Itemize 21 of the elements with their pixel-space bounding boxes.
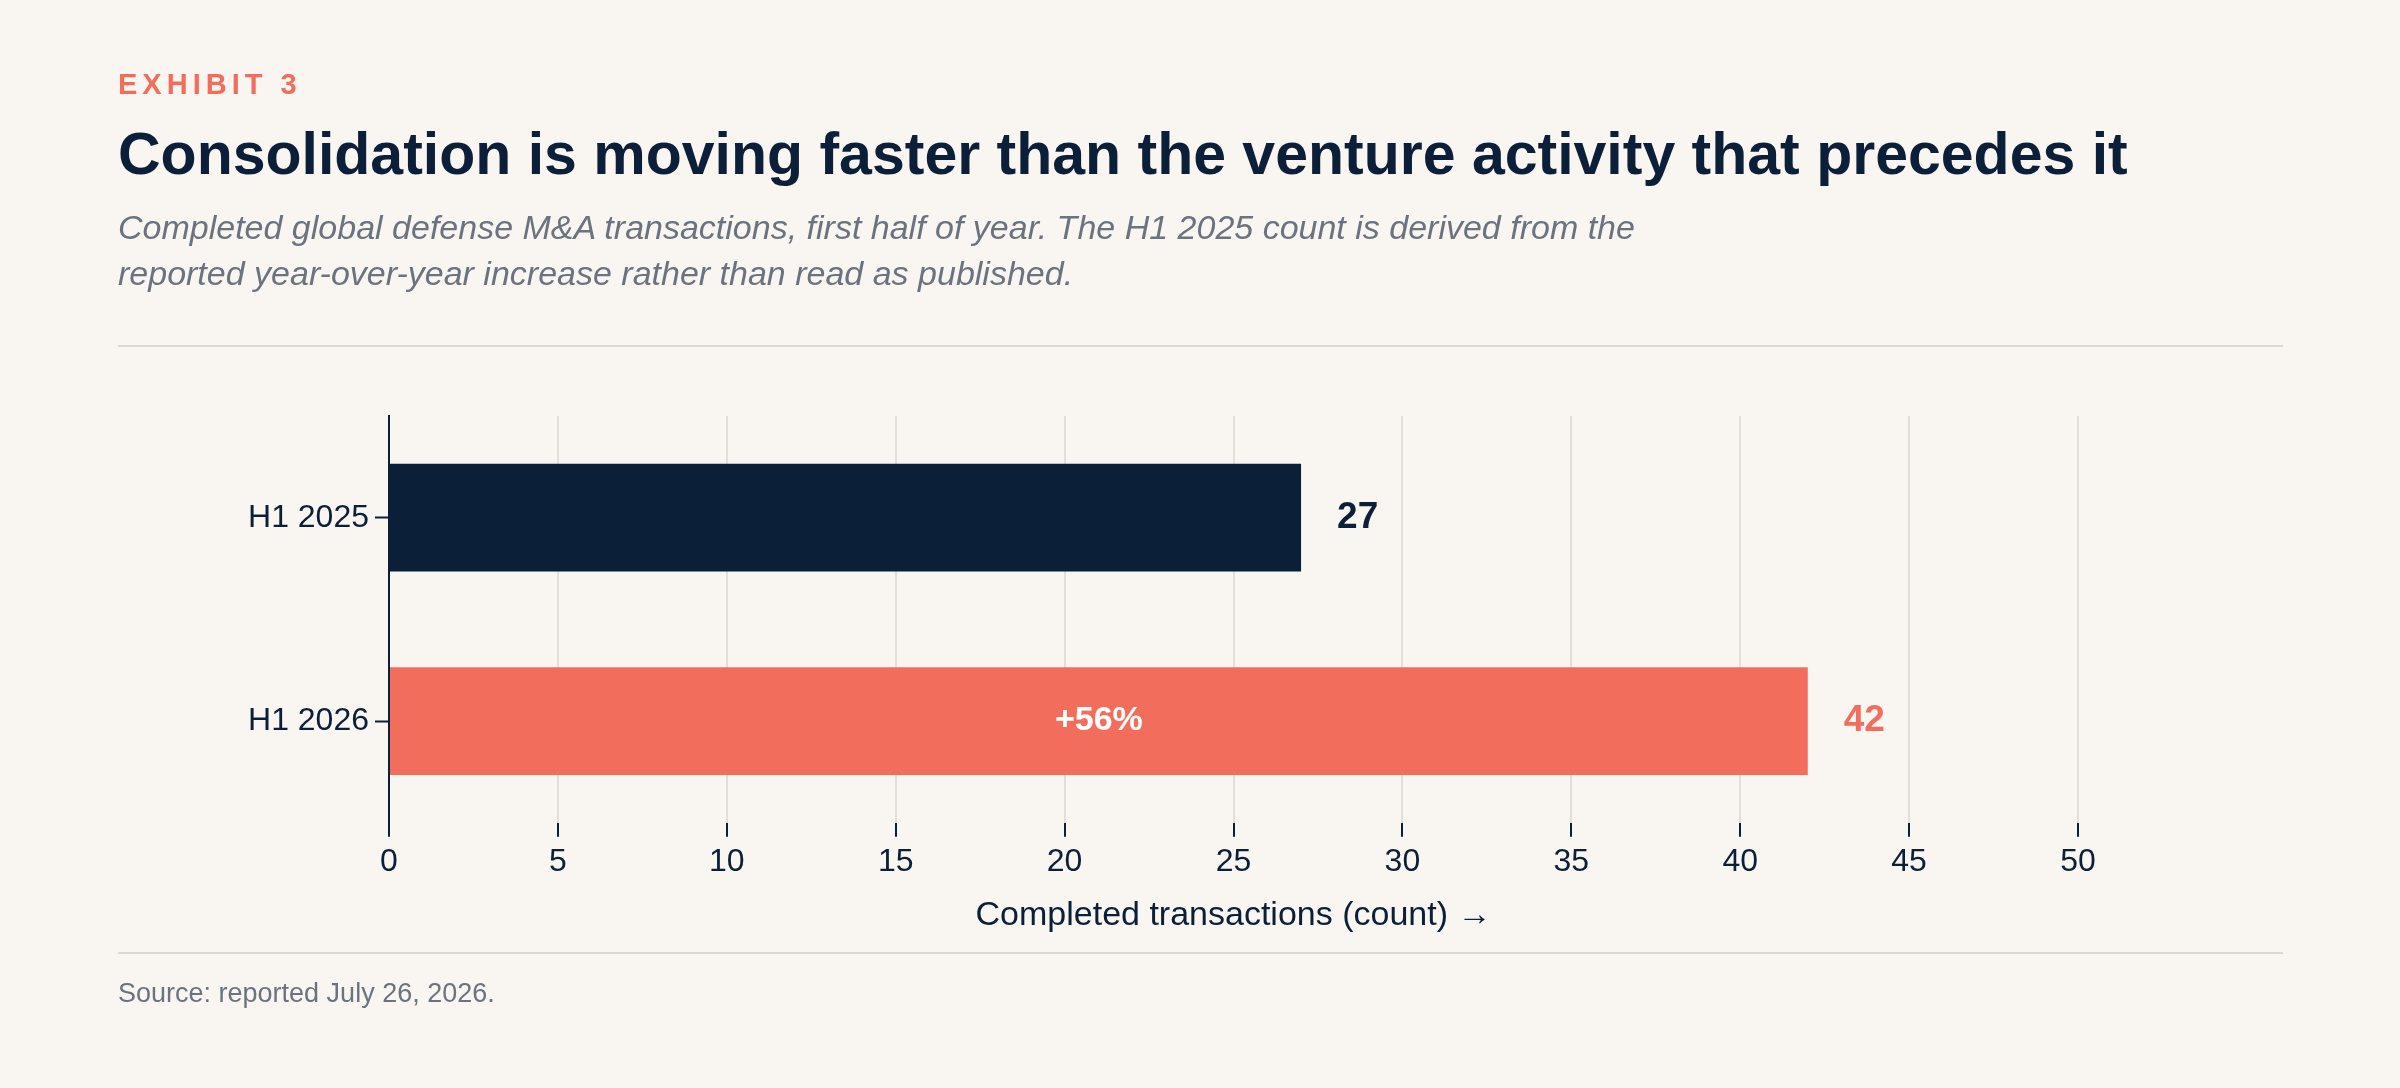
x-tick-label: 10 — [709, 841, 745, 878]
x-tick-label: 50 — [2060, 841, 2096, 878]
y-tick-label: H1 2025 — [248, 497, 369, 534]
chart-subtitle: Completed global defense M&A transactions, first half of year. The H1 2025 count is derived from the reported year-over-year increase rather than read as published. — [118, 207, 1636, 294]
x-tick-label: 45 — [1891, 841, 1927, 878]
x-tick-label: 15 — [877, 841, 914, 878]
x-tick-label: 30 — [1384, 841, 1421, 878]
x-axis-title: Completed transactions (count) → — [975, 893, 1492, 932]
x-tick-label: 5 — [549, 841, 567, 878]
x-tick-label: 35 — [1553, 841, 1590, 878]
data-label: 27 — [1337, 494, 1379, 536]
annotation: +56% — [1054, 699, 1143, 738]
text: EXHIBIT 3 — [118, 68, 302, 101]
x-tick-label: 40 — [1722, 841, 1758, 878]
x-tick-label: 20 — [1046, 841, 1083, 878]
data-label: 42 — [1843, 698, 1885, 740]
source-note: Source: reported July 26, 2026. — [118, 978, 495, 1009]
y-tick-label: H1 2026 — [248, 700, 369, 737]
x-tick-label: 0 — [380, 841, 398, 878]
x-tick-label: 25 — [1215, 841, 1252, 878]
chart-title: Consolidation is moving faster than the venture activity that precedes it — [118, 120, 2128, 188]
